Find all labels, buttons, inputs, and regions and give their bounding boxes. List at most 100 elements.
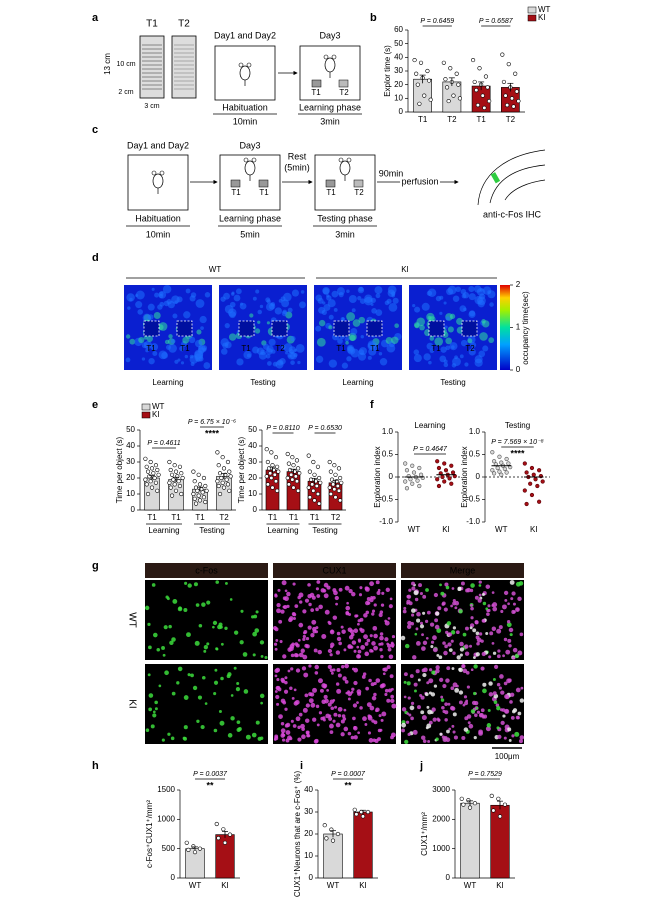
cell bbox=[304, 718, 310, 723]
cell bbox=[275, 685, 280, 691]
heat-blob bbox=[259, 304, 264, 309]
data-point bbox=[315, 491, 321, 497]
cell bbox=[348, 635, 354, 640]
cell bbox=[357, 731, 361, 735]
cell bbox=[514, 653, 520, 659]
bar bbox=[353, 811, 373, 879]
cell bbox=[351, 591, 356, 597]
cell bbox=[337, 673, 342, 678]
time-label: 3min bbox=[320, 116, 340, 126]
cell bbox=[458, 667, 462, 671]
cell bbox=[452, 599, 456, 603]
cell bbox=[148, 645, 152, 650]
data-point bbox=[443, 468, 449, 473]
group-label: KI bbox=[401, 265, 409, 274]
p-value: P = 0.0007 bbox=[331, 771, 366, 778]
heat-blob bbox=[344, 337, 350, 342]
heat-blob bbox=[371, 308, 377, 314]
cell bbox=[336, 688, 342, 694]
data-point bbox=[227, 469, 232, 474]
heat-blob bbox=[282, 309, 287, 315]
x-tick-label: T2 bbox=[219, 513, 229, 522]
cell bbox=[382, 667, 386, 672]
data-point bbox=[221, 485, 227, 490]
cell bbox=[186, 632, 191, 638]
cell bbox=[381, 711, 387, 717]
day-label: Day3 bbox=[319, 30, 340, 40]
cell bbox=[187, 673, 191, 677]
cell bbox=[427, 740, 431, 743]
heat-blob bbox=[460, 288, 467, 295]
data-point bbox=[524, 501, 529, 507]
data-point bbox=[496, 796, 501, 801]
cell bbox=[440, 591, 445, 596]
heat-blob bbox=[174, 300, 178, 304]
y-tick-label: 40 bbox=[304, 785, 313, 794]
cell bbox=[474, 620, 479, 625]
cell bbox=[288, 617, 293, 623]
cell bbox=[503, 590, 509, 596]
data-point bbox=[482, 105, 487, 110]
cell bbox=[327, 664, 332, 669]
data-point bbox=[499, 472, 504, 477]
cell bbox=[474, 713, 478, 718]
cell bbox=[448, 648, 453, 653]
heat-blob bbox=[148, 357, 155, 365]
cell bbox=[403, 672, 408, 677]
heat-blob bbox=[279, 358, 286, 365]
cell bbox=[359, 586, 363, 590]
cell bbox=[289, 643, 295, 649]
interval-label: 90min bbox=[379, 168, 404, 178]
cell bbox=[204, 702, 208, 705]
cell bbox=[293, 617, 296, 620]
cell bbox=[421, 646, 426, 651]
x-tick-label: T1 bbox=[310, 513, 320, 522]
cell bbox=[357, 649, 362, 654]
cell bbox=[196, 719, 200, 723]
cell bbox=[470, 604, 473, 607]
cell bbox=[512, 602, 516, 606]
data-point bbox=[332, 463, 337, 468]
y-tick-label: 3000 bbox=[432, 785, 450, 794]
cell bbox=[511, 591, 516, 596]
cell bbox=[421, 715, 427, 721]
cell bbox=[379, 610, 384, 614]
heat-blob bbox=[252, 296, 257, 301]
panel-label: c bbox=[92, 124, 98, 136]
cell bbox=[378, 714, 382, 718]
cell bbox=[416, 705, 421, 710]
heat-blob bbox=[341, 362, 349, 369]
cell bbox=[324, 609, 330, 615]
heat-blob bbox=[370, 297, 376, 304]
mouse-ear bbox=[251, 157, 257, 163]
cell bbox=[161, 738, 165, 742]
data-point bbox=[483, 74, 489, 79]
data-point bbox=[330, 838, 336, 843]
data-point bbox=[331, 482, 336, 487]
cell bbox=[407, 732, 411, 736]
heat-blob bbox=[266, 321, 270, 325]
cell bbox=[425, 588, 429, 592]
cell bbox=[412, 729, 418, 735]
cell bbox=[220, 642, 224, 646]
data-point bbox=[171, 477, 176, 482]
data-point bbox=[286, 461, 291, 466]
cell bbox=[464, 651, 470, 656]
cell bbox=[329, 653, 333, 657]
cell bbox=[513, 610, 516, 614]
data-point bbox=[443, 77, 448, 82]
cell bbox=[372, 596, 376, 600]
heat-blob bbox=[135, 294, 139, 298]
cell bbox=[450, 686, 455, 691]
cell bbox=[316, 723, 320, 727]
cell bbox=[314, 664, 319, 670]
cell bbox=[251, 732, 257, 738]
cell bbox=[435, 611, 440, 616]
cell bbox=[349, 629, 355, 634]
heat-blob bbox=[162, 284, 172, 294]
cell bbox=[432, 635, 437, 641]
cell bbox=[516, 716, 520, 720]
cell bbox=[509, 580, 515, 585]
cell bbox=[511, 734, 515, 738]
cell bbox=[183, 695, 189, 700]
